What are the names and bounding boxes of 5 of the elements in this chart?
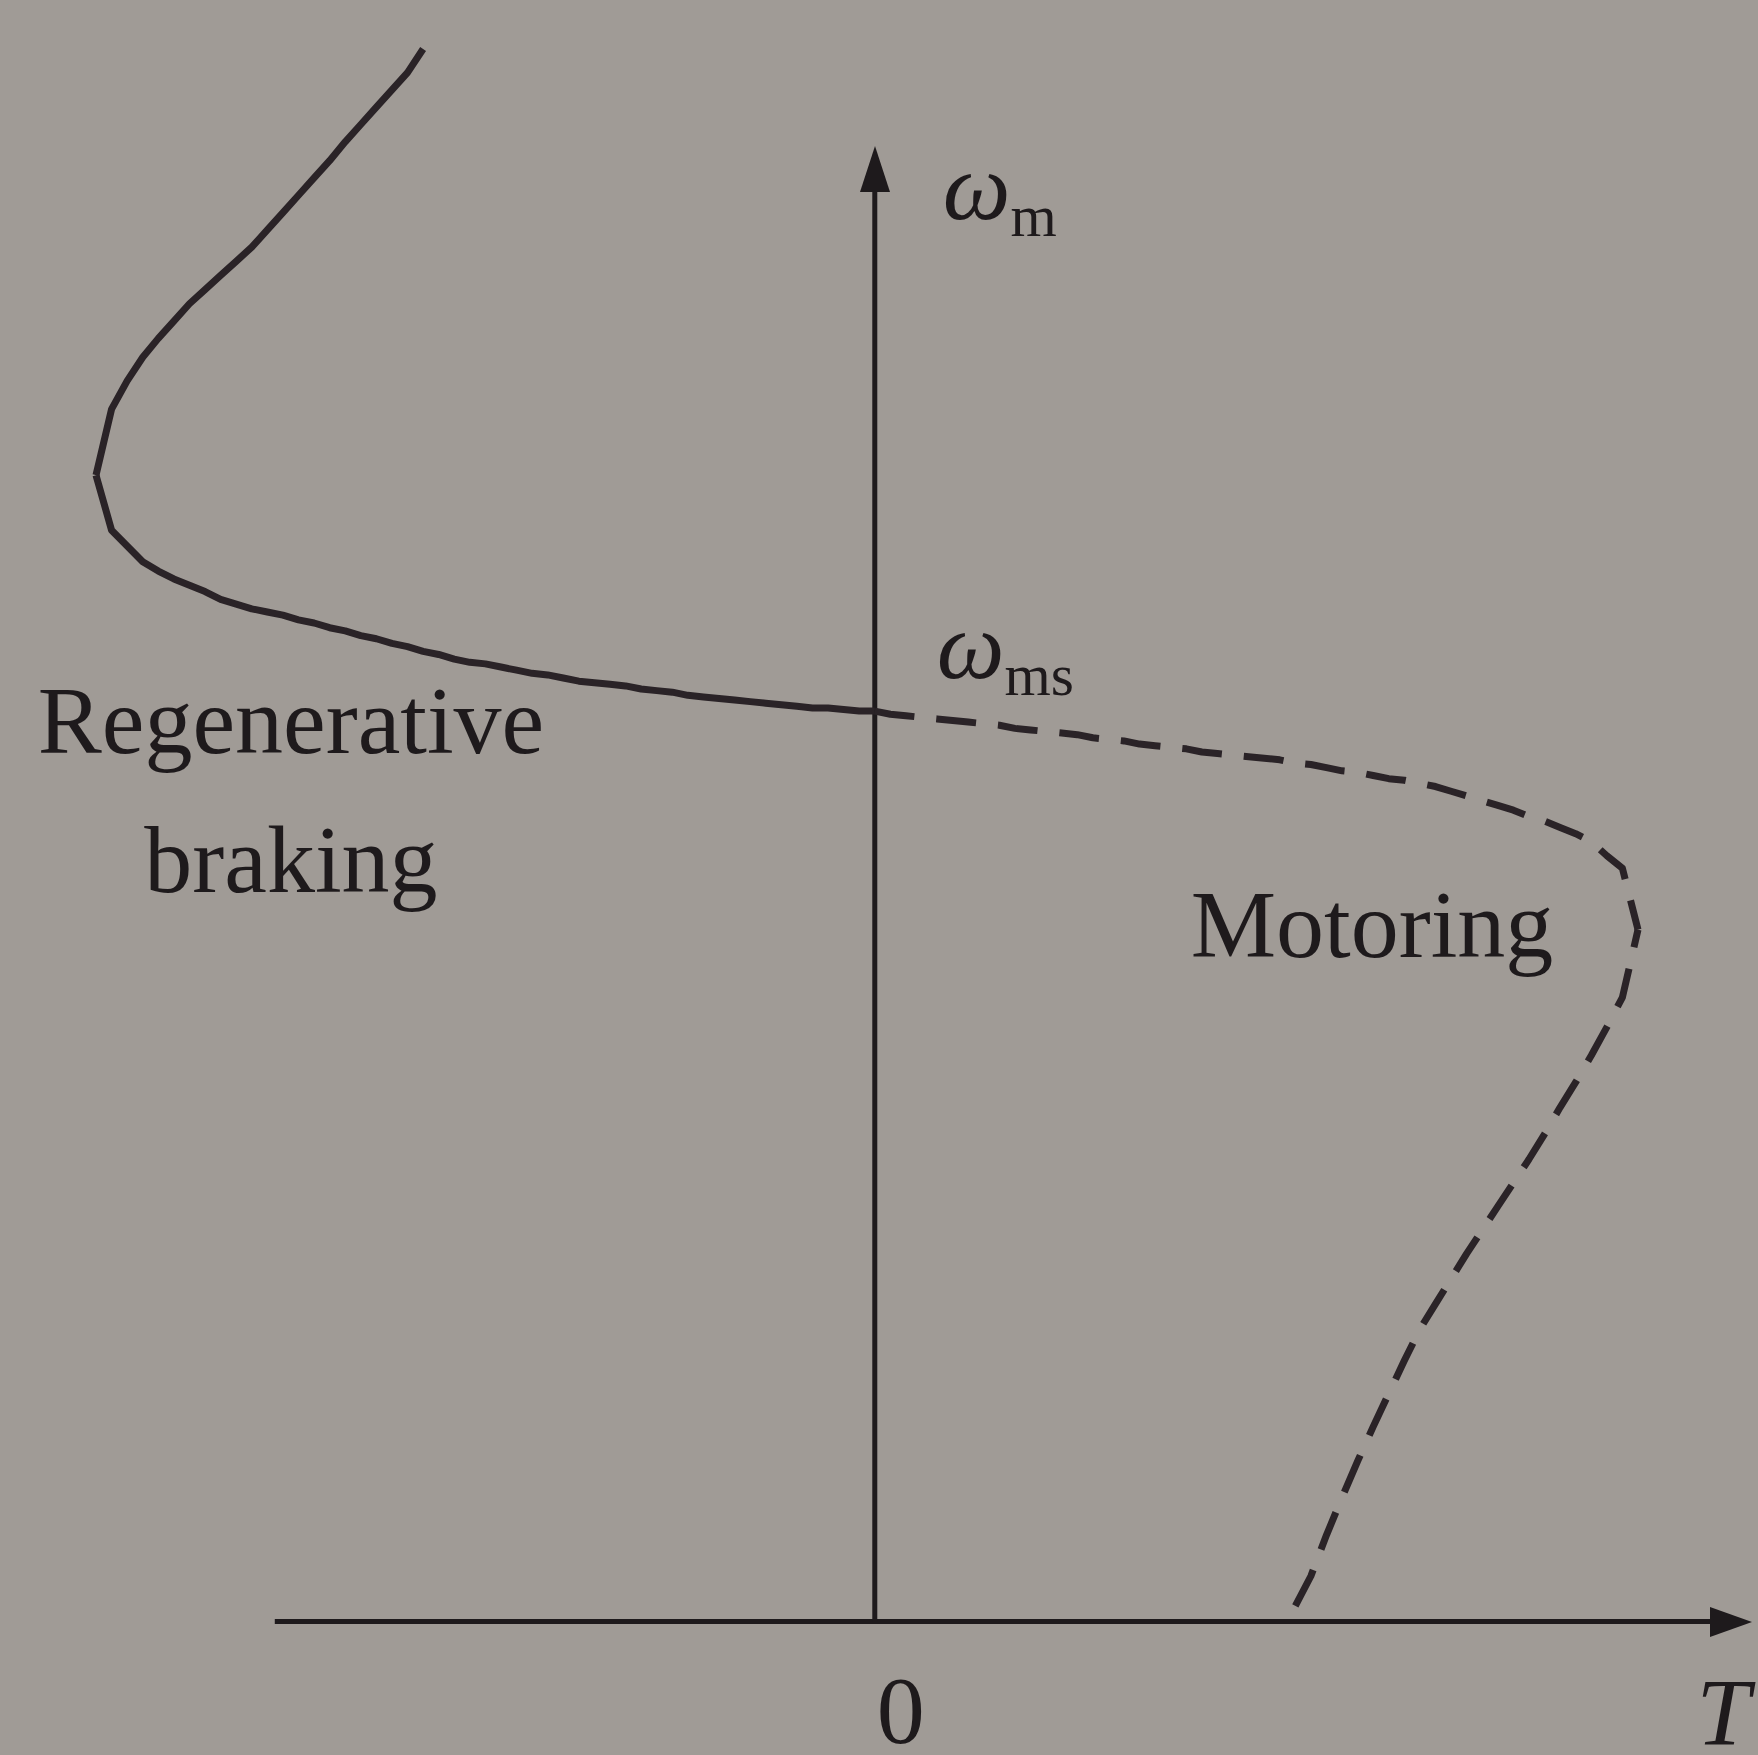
annotation: Motoring xyxy=(1190,870,1554,981)
annotation: ω$_{ms}$ xyxy=(936,591,1075,710)
y-axis-title: ω$_{m}$ xyxy=(942,132,1057,251)
text: 0 xyxy=(876,1655,925,1755)
annotation: Regenerative braking xyxy=(37,665,545,915)
